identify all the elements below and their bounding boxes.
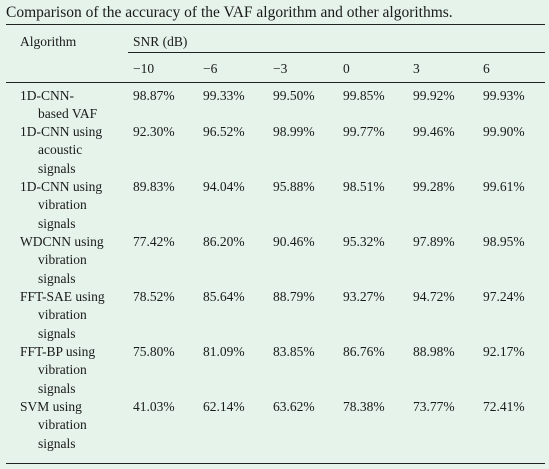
accuracy-cell: 72.41%: [483, 399, 525, 414]
accuracy-cell: 95.88%: [273, 179, 315, 194]
algorithm-name-line: signals: [38, 160, 76, 176]
accuracy-cell: 99.61%: [483, 179, 525, 194]
algorithm-name-line: 1D-CNN-: [20, 88, 74, 103]
accuracy-cell: 99.85%: [343, 88, 385, 103]
accuracy-cell: 63.62%: [273, 399, 315, 414]
header-snr-col-1: −10: [133, 61, 155, 76]
accuracy-cell: 97.89%: [413, 234, 455, 249]
accuracy-cell: 99.46%: [413, 124, 455, 139]
algorithm-name-line: signals: [38, 270, 76, 286]
accuracy-cell: 99.33%: [203, 88, 245, 103]
header-algorithm: Algorithm: [20, 34, 77, 49]
algorithm-name-line: vibration: [38, 197, 87, 213]
header-snr-col-2: −6: [203, 61, 218, 76]
header-snr-col-4: 0: [343, 61, 350, 76]
accuracy-cell: 99.50%: [273, 88, 315, 103]
accuracy-cell: 78.52%: [133, 289, 175, 304]
accuracy-cell: 88.98%: [413, 344, 455, 359]
algorithm-name-line: 1D-CNN using: [20, 124, 103, 139]
accuracy-cell: 78.38%: [343, 399, 385, 414]
accuracy-cell: 94.72%: [413, 289, 455, 304]
header-snr-col-3: −3: [273, 61, 288, 76]
accuracy-cell: 86.76%: [343, 344, 385, 359]
algorithm-name-line: vibration: [38, 252, 87, 268]
algorithm-name-line: signals: [38, 215, 76, 231]
accuracy-cell: 98.99%: [273, 124, 315, 139]
accuracy-cell: 77.42%: [133, 234, 175, 249]
algorithm-name-line: 1D-CNN using: [20, 179, 103, 194]
table-caption: Comparison of the accuracy of the VAF al…: [6, 4, 453, 21]
accuracy-cell: 83.85%: [273, 344, 315, 359]
accuracy-cell: 97.24%: [483, 289, 525, 304]
accuracy-cell: 75.80%: [133, 344, 175, 359]
header-snr-col-6: 6: [483, 61, 490, 76]
header-snr-group: SNR (dB): [133, 34, 188, 49]
accuracy-cell: 89.83%: [133, 179, 175, 194]
accuracy-cell: 96.52%: [203, 124, 245, 139]
accuracy-cell: 86.20%: [203, 234, 245, 249]
algorithm-name-line: FFT-BP using: [20, 344, 96, 359]
algorithm-name-line: based VAF: [38, 106, 98, 122]
accuracy-cell: 95.32%: [343, 234, 385, 249]
top-rule: [6, 24, 545, 25]
accuracy-cell: 62.14%: [203, 399, 245, 414]
algorithm-name-line: vibration: [38, 362, 87, 378]
accuracy-cell: 99.90%: [483, 124, 525, 139]
algorithm-name-line: vibration: [38, 417, 87, 433]
accuracy-cell: 98.87%: [133, 88, 175, 103]
algorithm-name-line: signals: [38, 380, 76, 396]
accuracy-cell: 98.51%: [343, 179, 385, 194]
algorithm-name-line: FFT-SAE using: [20, 289, 105, 304]
accuracy-cell: 92.30%: [133, 124, 175, 139]
algorithm-name-line: SVM using: [20, 399, 82, 414]
accuracy-cell: 99.93%: [483, 88, 525, 103]
accuracy-cell: 85.64%: [203, 289, 245, 304]
accuracy-cell: 99.77%: [343, 124, 385, 139]
accuracy-cell: 88.79%: [273, 289, 315, 304]
accuracy-cell: 81.09%: [203, 344, 245, 359]
accuracy-cell: 90.46%: [273, 234, 315, 249]
accuracy-cell: 98.95%: [483, 234, 525, 249]
algorithm-name-line: signals: [38, 325, 76, 341]
header-snr-col-5: 3: [413, 61, 420, 76]
algorithm-name-line: acoustic: [38, 142, 83, 158]
algorithm-name-line: vibration: [38, 307, 87, 323]
header-rule: [6, 82, 545, 83]
accuracy-cell: 99.28%: [413, 179, 455, 194]
bottom-rule: [6, 463, 545, 464]
algorithm-name-line: signals: [38, 435, 76, 451]
accuracy-cell: 73.77%: [413, 399, 455, 414]
accuracy-cell: 99.92%: [413, 88, 455, 103]
snr-group-rule: [128, 52, 545, 53]
accuracy-cell: 92.17%: [483, 344, 525, 359]
accuracy-cell: 93.27%: [343, 289, 385, 304]
algorithm-name-line: WDCNN using: [20, 234, 104, 249]
accuracy-cell: 94.04%: [203, 179, 245, 194]
accuracy-cell: 41.03%: [133, 399, 175, 414]
